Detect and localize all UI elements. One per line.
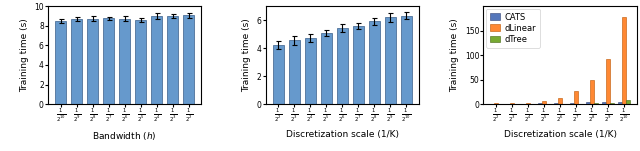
Bar (538, 103, 542, 104)
Bar (570, 103, 574, 104)
X-axis label: Bandwidth ($h$): Bandwidth ($h$) (92, 130, 157, 142)
Y-axis label: Training time (s): Training time (s) (242, 18, 251, 92)
Bar (385, 17, 396, 104)
Bar (594, 103, 598, 104)
Bar (522, 103, 526, 104)
Bar (626, 100, 630, 104)
Bar (510, 103, 515, 104)
Bar (273, 45, 284, 104)
Bar (305, 38, 316, 104)
Bar (401, 16, 412, 104)
Bar (135, 20, 147, 104)
Bar (542, 101, 546, 104)
X-axis label: Discretization scale (1/K): Discretization scale (1/K) (504, 130, 616, 139)
X-axis label: Discretization scale (1/K): Discretization scale (1/K) (286, 130, 399, 139)
Bar (151, 16, 163, 104)
Legend: CATS, dLinear, dTree: CATS, dLinear, dTree (486, 9, 540, 48)
Bar (369, 21, 380, 104)
Y-axis label: Training time (s): Training time (s) (20, 18, 29, 92)
Bar (590, 80, 594, 104)
Bar (103, 18, 115, 104)
Bar (602, 102, 606, 104)
Bar (495, 103, 499, 104)
Bar (321, 33, 332, 104)
Bar (353, 26, 364, 104)
Bar (606, 59, 610, 104)
Bar (586, 102, 590, 104)
Bar (183, 15, 195, 104)
Bar (119, 19, 131, 104)
Bar (167, 16, 179, 104)
Bar (610, 103, 614, 104)
Bar (71, 19, 83, 104)
Bar (554, 103, 558, 104)
Bar (337, 28, 348, 104)
Bar (55, 21, 67, 104)
Bar (618, 102, 622, 104)
Bar (87, 19, 99, 104)
Bar (289, 40, 300, 104)
Bar (526, 103, 531, 104)
Bar (622, 17, 626, 104)
Bar (574, 91, 578, 104)
Bar (558, 98, 562, 104)
Y-axis label: Training time (s): Training time (s) (451, 18, 460, 92)
